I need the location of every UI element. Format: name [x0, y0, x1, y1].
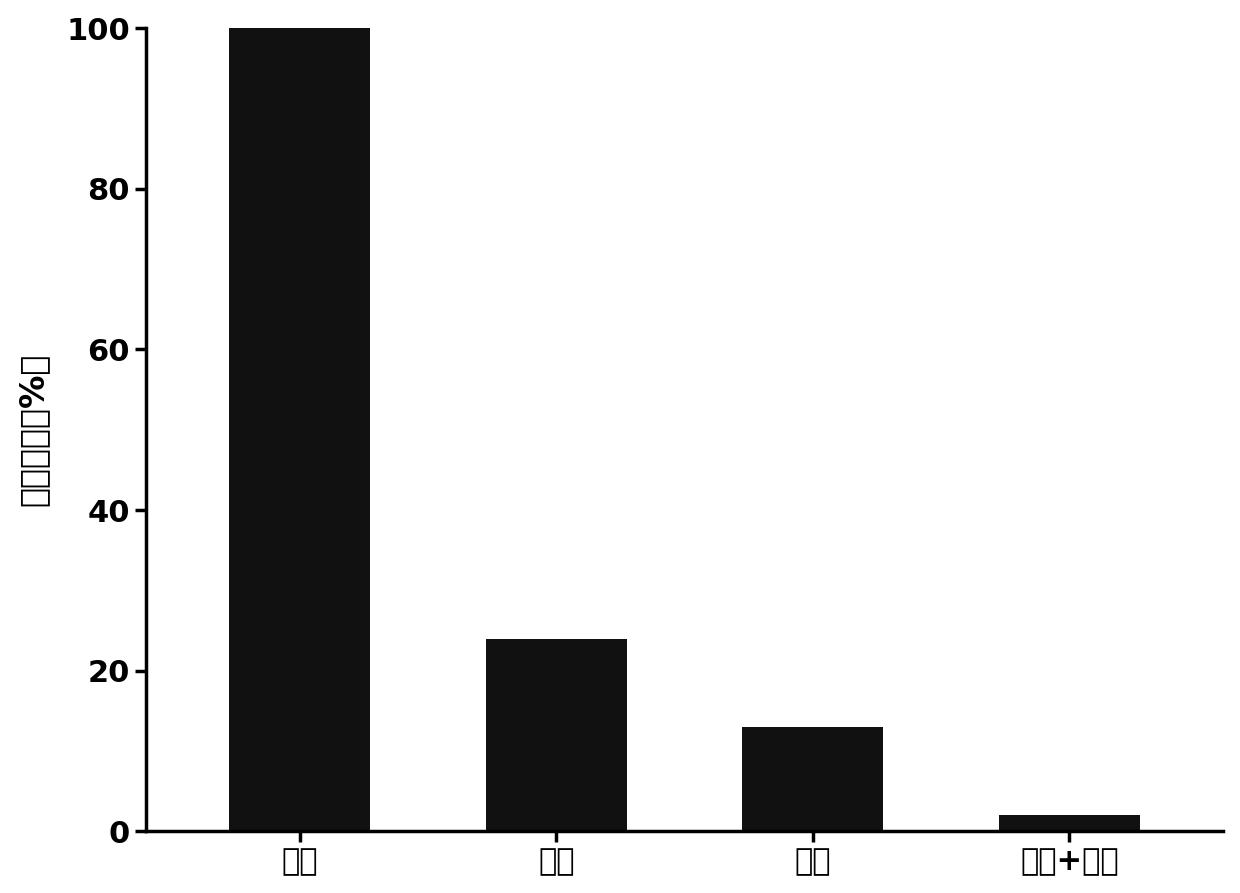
Bar [229, 29, 371, 831]
Y-axis label: 细菌浓度（%）: 细菌浓度（%） [16, 353, 50, 506]
Bar [999, 815, 1140, 831]
Bar [486, 638, 627, 831]
Bar [743, 727, 883, 831]
